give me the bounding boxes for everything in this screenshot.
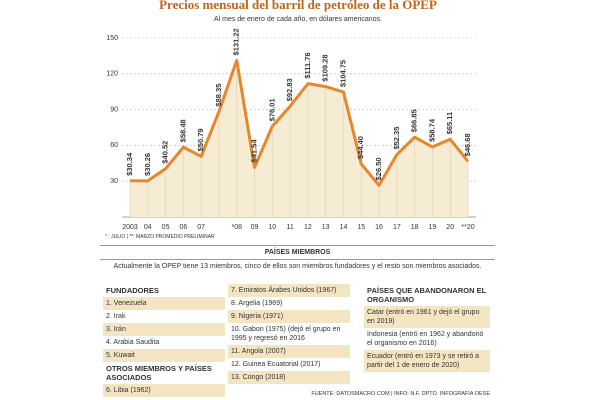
data-label: $66.85 bbox=[410, 109, 419, 132]
x-tick-label: 14 bbox=[340, 224, 348, 231]
list-item: 1. Venezuela bbox=[103, 297, 225, 310]
data-label: $88.35 bbox=[214, 84, 223, 107]
list-item: 5. Kuwait bbox=[103, 349, 225, 362]
data-label: $65.11 bbox=[445, 112, 454, 135]
data-label: $92.83 bbox=[285, 78, 294, 101]
y-tick-label: 60 bbox=[110, 142, 118, 149]
list-item: 9. Nigeria (1971) bbox=[228, 310, 350, 323]
x-tick-label: 11 bbox=[286, 224, 293, 231]
x-tick-label: 12 bbox=[304, 224, 312, 231]
x-tick-label: **20 bbox=[461, 224, 474, 231]
list-item: Ecuador (entró en 1973 y se retiró a par… bbox=[364, 350, 490, 372]
list-item: 3. Irán bbox=[103, 323, 225, 336]
x-tick-label: 07 bbox=[197, 224, 205, 231]
x-tick-label: 16 bbox=[375, 224, 383, 231]
footnote: * : JULIO | **: MARZO PROMEDIO PRELIMINA… bbox=[105, 234, 215, 240]
list-item: 12. Guinea Ecuatorial (2017) bbox=[231, 361, 321, 368]
data-label: $41.54 bbox=[250, 139, 259, 163]
section-header: FUNDADORES bbox=[106, 286, 159, 295]
list-item: 7. Emiratos Árabes Unidos (1967) bbox=[228, 284, 350, 297]
x-tick-label: 04 bbox=[144, 224, 152, 231]
data-label: $46.68 bbox=[463, 133, 472, 156]
list-item: 13. Congo (2018) bbox=[228, 371, 350, 384]
data-label: $104.75 bbox=[338, 60, 347, 87]
section-header: OTROS MIEMBROS Y PAÍSES ASOCIADOS bbox=[106, 364, 212, 382]
data-label: $109.28 bbox=[321, 54, 330, 81]
data-label: $30.34 bbox=[125, 152, 134, 176]
list-item: 4. Arabia Saudita bbox=[106, 339, 160, 346]
column: FUNDADORES 1. Venezuela 2. Irak 3. Irán 4. A… bbox=[103, 284, 225, 397]
line bbox=[129, 58, 470, 187]
x-tick-label: *08 bbox=[231, 224, 242, 231]
x-tick-label: 2003 bbox=[122, 224, 138, 231]
y-tick-label: 30 bbox=[110, 178, 118, 185]
x-tick-label: 19 bbox=[429, 224, 437, 231]
x-tick-label: 10 bbox=[268, 224, 276, 231]
column: PAÍSES QUE ABANDONARON EL ORGANISMO Catar… bbox=[364, 284, 490, 372]
x-tick-label: 17 bbox=[393, 224, 401, 231]
x-tick-label: 05 bbox=[162, 224, 170, 231]
members-title: PAÍSES MIEMBROS bbox=[100, 245, 495, 260]
x-tick-label: 09 bbox=[251, 224, 259, 231]
chart: Precios mensual del barril de petróleo d… bbox=[105, 0, 476, 240]
data-label: $30.26 bbox=[143, 153, 152, 176]
data-label: $58.74 bbox=[427, 118, 436, 142]
list-item: 10. Gabon (1975) (dejó el grupo en 1995 … bbox=[231, 326, 341, 342]
list-item: 2. Irak bbox=[106, 313, 126, 320]
column: 7. Emiratos Árabes Unidos (1967) 8. Argel… bbox=[228, 284, 350, 384]
x-tick-label: 06 bbox=[179, 224, 187, 231]
footer: FUENTE: DATOSMACRO.COM | INFO: N.F. DPTO… bbox=[311, 391, 490, 397]
list-item: 6. Libia (1962) bbox=[103, 384, 225, 397]
data-label: $50.79 bbox=[196, 128, 205, 151]
section-header: PAÍSES QUE ABANDONARON EL ORGANISMO bbox=[367, 286, 487, 304]
list-item: Indonesia (entró en 1962 y abandonó el o… bbox=[367, 331, 484, 347]
x-tick-label: 18 bbox=[411, 224, 419, 231]
x-tick-label: 20 bbox=[446, 224, 454, 231]
chart-subtitle: Al mes de enero de cada año, en dólares … bbox=[214, 16, 382, 23]
y-tick-label: 120 bbox=[106, 71, 118, 78]
list-item: Catar (entró en 1961 y dejó el grupo en … bbox=[364, 306, 490, 328]
y-tick-label: 150 bbox=[106, 35, 118, 42]
data-label: $40.52 bbox=[161, 141, 170, 164]
list-item: 8. Argelia (1969) bbox=[231, 300, 283, 307]
data-label: $58.48 bbox=[178, 119, 187, 142]
data-label: $111.76 bbox=[303, 52, 312, 78]
data-label: $26.50 bbox=[374, 157, 383, 180]
list-item: 11. Angola (2007) bbox=[228, 345, 350, 358]
data-label: $131.22 bbox=[232, 28, 241, 55]
x-tick-label: 13 bbox=[322, 224, 330, 231]
x-tick-label: 15 bbox=[357, 224, 365, 231]
data-label: $52.35 bbox=[392, 127, 401, 150]
chart-title: Precios mensual del barril de petróleo d… bbox=[159, 0, 437, 12]
data-label: $76.01 bbox=[267, 98, 276, 121]
y-tick-label: 90 bbox=[110, 106, 118, 113]
members-description: Actualmente la OPEP tiene 13 miembros, c… bbox=[113, 263, 482, 270]
data-label: $44.40 bbox=[356, 136, 365, 159]
